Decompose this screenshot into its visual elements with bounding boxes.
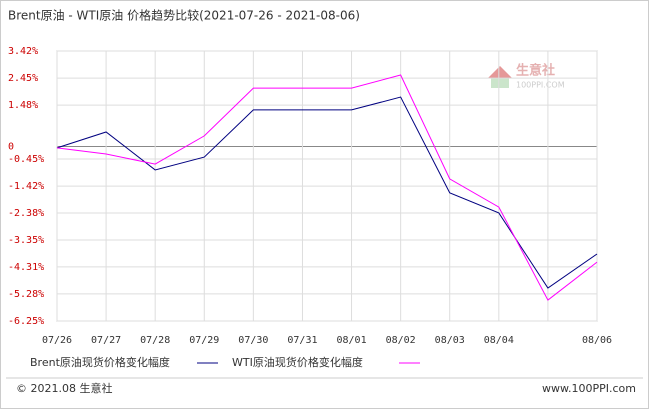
watermark-text: 100PPI.COM — [516, 81, 565, 90]
x-tick-label: 08/04 — [484, 335, 514, 346]
chart-title: Brent原油 - WTI原油 价格趋势比较(2021-07-26 - 2021… — [8, 8, 360, 23]
x-tick-label: 07/27 — [91, 335, 121, 346]
x-tick-label: 08/06 — [582, 335, 612, 346]
x-tick-label: 07/31 — [287, 335, 317, 346]
y-tick-label: 1.48% — [8, 100, 38, 111]
watermark-icon — [491, 78, 509, 88]
y-tick-label: -3.35% — [8, 235, 44, 246]
x-tick-label: 07/30 — [238, 335, 268, 346]
footer-left: © 2021.08 生意社 — [16, 381, 112, 395]
y-tick-label: 2.45% — [8, 73, 38, 84]
footer-right: www.100PPI.com — [542, 382, 636, 395]
x-tick-label: 07/28 — [140, 335, 170, 346]
y-tick-label: -1.42% — [8, 181, 44, 192]
y-tick-label: 0 — [8, 141, 14, 152]
x-tick-label: 08/03 — [435, 335, 465, 346]
x-tick-label: 07/29 — [189, 335, 219, 346]
series-line — [56, 96, 598, 289]
y-tick-label: -4.31% — [8, 262, 44, 273]
watermark-icon — [488, 66, 512, 78]
y-tick-label: -2.38% — [8, 208, 44, 219]
legend-label: Brent原油现货价格变化幅度 — [30, 355, 170, 369]
series-line — [56, 74, 598, 301]
legend-label: WTI原油现货价格变化幅度 — [232, 355, 363, 369]
y-tick-label: -5.28% — [8, 289, 44, 300]
watermark: 生意社 100PPI.COM — [488, 63, 565, 90]
y-tick-label: 3.42% — [8, 46, 38, 57]
y-tick-label: -6.25% — [8, 316, 44, 327]
x-tick-label: 08/02 — [386, 335, 416, 346]
watermark-text: 生意社 — [516, 63, 555, 79]
x-tick-label: 07/26 — [42, 335, 72, 346]
y-tick-label: -0.45% — [8, 154, 44, 165]
x-tick-label: 08/01 — [336, 335, 366, 346]
